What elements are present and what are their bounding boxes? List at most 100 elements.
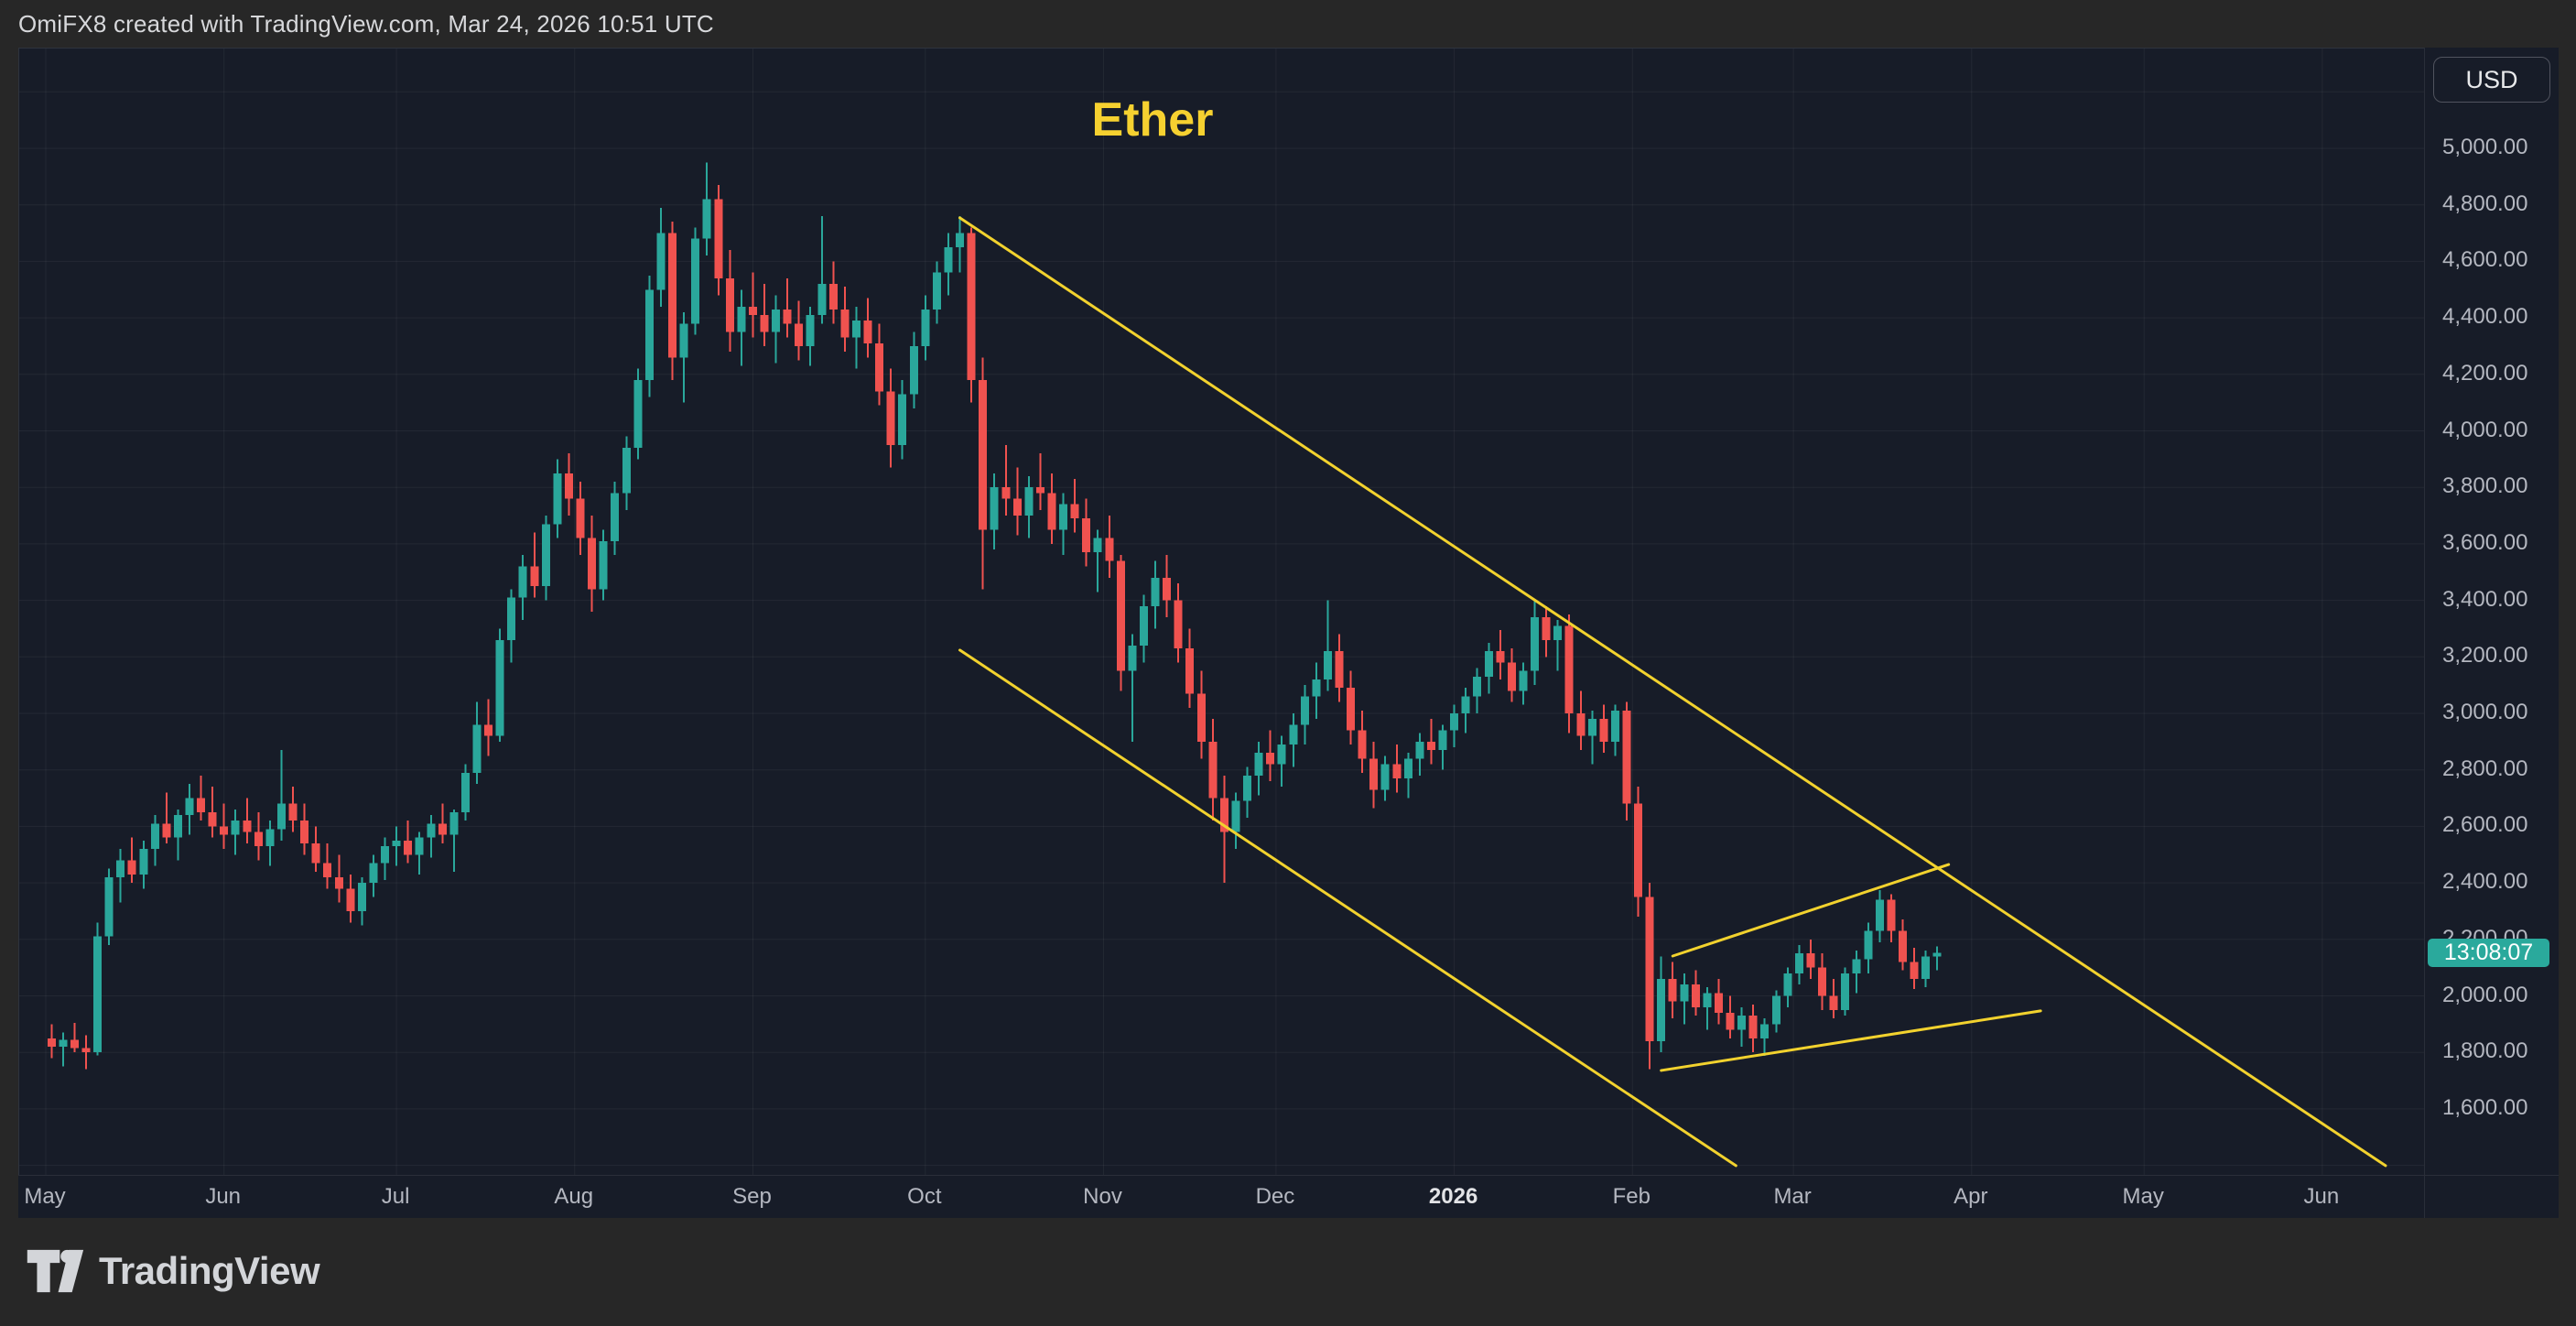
candle-body [1392, 764, 1402, 778]
candle-body [956, 233, 965, 247]
candle-body [898, 394, 907, 445]
candle-body [438, 823, 447, 835]
candle-body [1461, 696, 1470, 713]
candle-body [691, 238, 700, 324]
candle-body [449, 811, 459, 835]
candle-body [369, 863, 378, 884]
candle-body [197, 798, 206, 812]
candle-body [1634, 803, 1643, 897]
price-axis-label: 4,000.00 [2442, 417, 2528, 442]
candle-body [1438, 730, 1447, 751]
candle-wick [1097, 529, 1099, 592]
candle-body [1024, 487, 1034, 516]
candle-body [127, 860, 136, 875]
candle-body [220, 826, 229, 835]
candle-body [1035, 487, 1044, 494]
candle-body [1380, 764, 1390, 790]
footer-bar: TradingView [0, 1218, 2576, 1326]
candle-body [1208, 741, 1218, 799]
candle-body [404, 840, 413, 855]
candle-body [507, 597, 516, 640]
candle-body [588, 538, 597, 590]
candle-body [1645, 897, 1654, 1041]
candle-body [1426, 741, 1435, 751]
price-axis-label: 1,800.00 [2442, 1038, 2528, 1064]
candle-body [1576, 713, 1586, 736]
tradingview-logo[interactable]: TradingView [26, 1245, 320, 1297]
rising-wedge-lower[interactable] [1660, 1009, 2042, 1072]
price-chart-plot[interactable]: Ether [18, 48, 2425, 1176]
price-axis-label: 4,800.00 [2442, 190, 2528, 216]
candle-wick [165, 792, 168, 843]
candle-body [599, 540, 608, 590]
candle-body [1174, 600, 1183, 649]
candle-body [1564, 625, 1574, 713]
candle-body [875, 342, 884, 392]
candle-body [185, 798, 194, 816]
candle-body [323, 863, 332, 877]
candle-wick [533, 532, 536, 598]
candle-body [1163, 577, 1172, 601]
candle-wick [452, 809, 455, 872]
candle-body [116, 860, 125, 877]
candle-body [1047, 493, 1056, 530]
candle-body [748, 306, 757, 316]
candle-body [346, 888, 355, 911]
candle-body [541, 524, 550, 587]
candle-body [611, 493, 620, 541]
candle-body [979, 379, 988, 530]
candle-body [1542, 617, 1551, 640]
price-axis-label: 1,600.00 [2442, 1094, 2528, 1120]
candle-body [530, 566, 539, 587]
candle-body [1254, 753, 1263, 776]
descending-channel-lower[interactable] [958, 648, 1737, 1168]
candle-wick [1591, 710, 1594, 765]
attribution-text: OmiFX8 created with TradingView.com, Mar… [18, 9, 714, 38]
candle-wick [222, 803, 225, 850]
attribution-bar: OmiFX8 created with TradingView.com, Mar… [0, 0, 2576, 48]
candle-wick [1556, 620, 1559, 671]
price-axis-label: 3,000.00 [2442, 700, 2528, 724]
candle-body [484, 724, 493, 736]
rising-wedge-upper[interactable] [1671, 863, 1951, 958]
candle-body [1059, 504, 1068, 530]
candle-body [1070, 504, 1079, 519]
time-axis-label: Jul [381, 1184, 410, 1209]
candle-body [1519, 670, 1528, 691]
candle-body [679, 323, 688, 358]
candle-body [1012, 498, 1022, 516]
candle-body [93, 936, 103, 1053]
candle-body [150, 823, 159, 850]
candle-body [1403, 758, 1412, 778]
candle-body [967, 233, 976, 380]
price-axis-label: 4,200.00 [2442, 360, 2528, 386]
price-axis-label: 5,000.00 [2442, 135, 2528, 159]
candle-body [1783, 973, 1792, 996]
time-axis[interactable]: May Jun Jul Aug Sep Oct Nov Dec 2026 Feb Mar Apr May… [18, 1175, 2424, 1218]
candle-wick [1705, 987, 1708, 1030]
candle-body [1680, 984, 1689, 1002]
candle-body [231, 821, 240, 835]
candle-body [1531, 617, 1540, 671]
time-axis-label: Mar [1773, 1184, 1812, 1209]
candle-body [576, 498, 585, 538]
candle-wick [820, 216, 823, 324]
candle-body [427, 823, 436, 838]
price-axis[interactable]: USD 13:08:07 5,000.00 4,800.00 4,600.00 4,4… [2424, 48, 2559, 1175]
candle-body [70, 1039, 79, 1049]
candle-body [254, 831, 263, 846]
candle-body [1714, 993, 1723, 1014]
candle-body [990, 487, 999, 530]
candle-body [1289, 724, 1298, 745]
candle-body [243, 821, 252, 832]
axis-corner [2424, 1175, 2559, 1218]
currency-button[interactable]: USD [2433, 57, 2550, 103]
candle-body [1231, 800, 1240, 832]
descending-channel-upper[interactable] [958, 216, 2387, 1168]
candle-body [1760, 1024, 1770, 1038]
candlestick-chart[interactable] [19, 49, 2425, 1176]
candle-body [1818, 967, 1827, 996]
candle-body [300, 821, 309, 843]
candle-body [1726, 1013, 1735, 1030]
